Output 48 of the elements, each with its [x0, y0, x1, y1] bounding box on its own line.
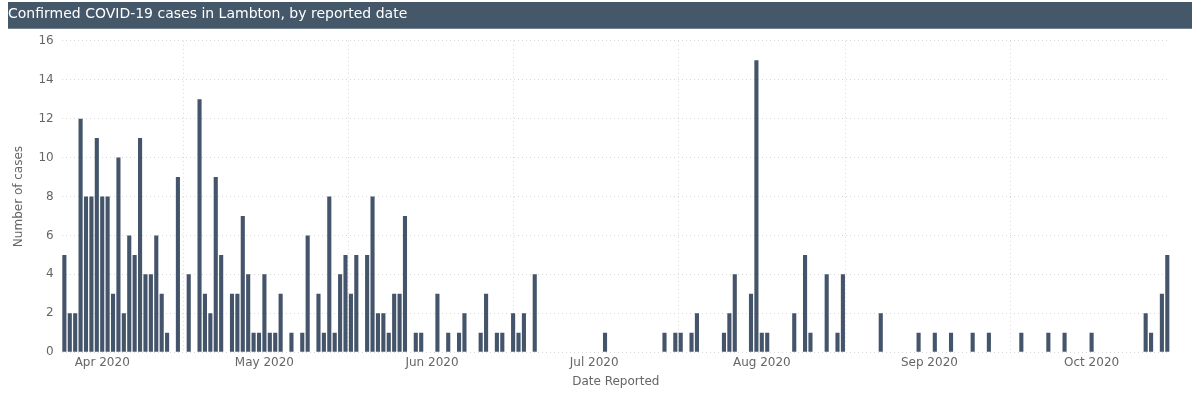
chart-title: Confirmed COVID-19 cases in Lambton, by reported date — [8, 5, 408, 22]
y-tick-label: 16 — [38, 32, 54, 47]
bar — [970, 332, 975, 352]
y-tick-label: 2 — [46, 305, 54, 320]
bar — [446, 332, 451, 352]
bar — [1019, 332, 1024, 352]
bar — [62, 254, 67, 352]
bar — [229, 293, 235, 352]
bar — [532, 274, 537, 352]
bar — [824, 274, 829, 352]
y-tick-label: 12 — [38, 110, 54, 125]
y-tick-label: 8 — [46, 188, 54, 203]
x-tick-label: Aug 2020 — [732, 354, 791, 369]
bar — [300, 332, 305, 352]
bar — [732, 274, 737, 352]
bar — [916, 332, 921, 352]
bar — [986, 332, 991, 352]
bar — [289, 332, 294, 352]
bar — [932, 332, 937, 352]
bar — [662, 332, 667, 352]
y-tick-label: 4 — [46, 266, 54, 281]
y-tick-label: 14 — [38, 71, 54, 86]
bar — [278, 293, 283, 352]
y-tick-label: 10 — [38, 149, 54, 164]
bar — [402, 215, 408, 352]
x-tick-label: Jun 2020 — [404, 354, 459, 369]
x-tick-label: Oct 2020 — [1064, 354, 1120, 369]
bar — [305, 235, 310, 352]
bar — [673, 332, 678, 352]
bar — [435, 293, 440, 352]
x-tick-label: Sep 2020 — [900, 354, 958, 369]
bar — [1046, 332, 1051, 352]
bar — [1062, 332, 1067, 352]
bar — [602, 332, 608, 352]
x-axis-title: Date Reported — [572, 373, 660, 388]
bar — [1089, 332, 1094, 352]
bar — [792, 313, 797, 352]
y-tick-label: 6 — [46, 227, 54, 242]
bar — [678, 332, 683, 352]
bar — [948, 332, 954, 352]
bar — [878, 313, 883, 352]
x-tick-label: May 2020 — [234, 354, 294, 369]
y-axis-title: Number of cases — [11, 145, 26, 248]
bar — [186, 274, 191, 352]
bar — [175, 177, 180, 352]
x-tick-label: Jul 2020 — [568, 354, 619, 369]
x-tick-label: Apr 2020 — [74, 354, 130, 369]
y-tick-label: 0 — [46, 344, 54, 359]
